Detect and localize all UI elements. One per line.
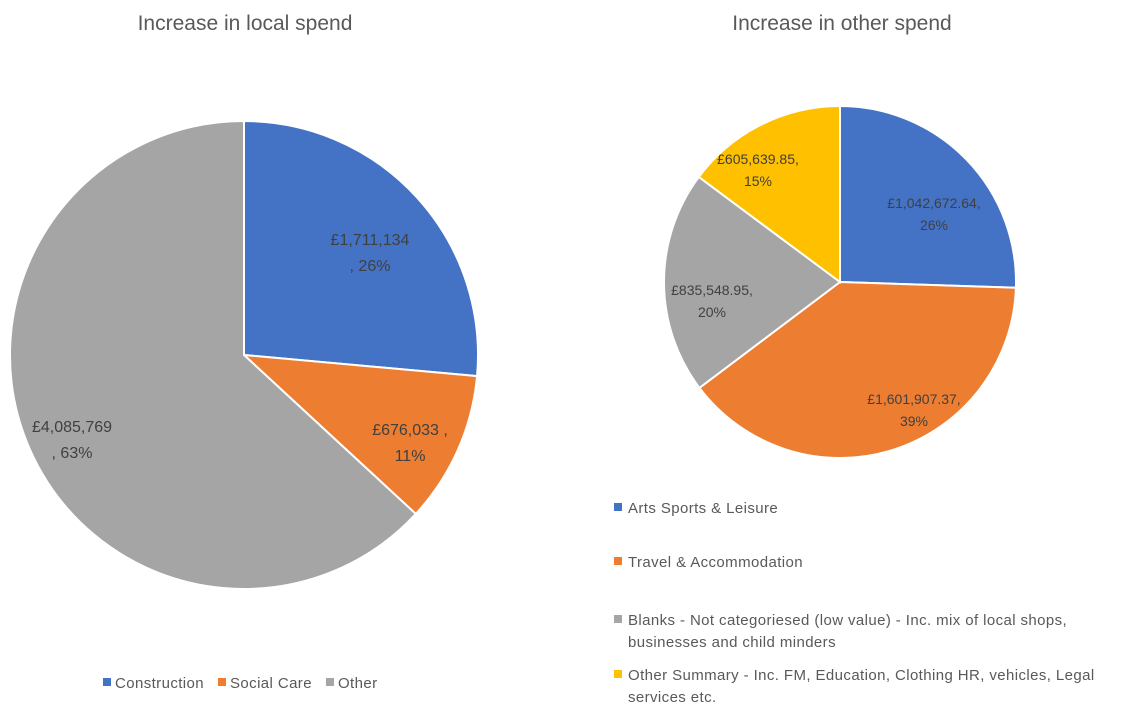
legend-swatch-blanks: [614, 615, 622, 623]
data-label-other: £4,085,769, 63%: [32, 419, 112, 462]
pie-slice-arts-sports-leisure: [839, 104, 1017, 289]
legend-label-construction: Construction: [115, 675, 204, 692]
legend-swatch-travel-accommodation: [614, 557, 622, 565]
local-spend-legend: Construction Social Care Other: [103, 675, 377, 692]
data-label-blanks: £835,548.95, 20%: [671, 282, 753, 320]
data-label-other-summary: £605,639.85, 15%: [717, 151, 799, 189]
other-spend-pie: £1,042,672.64, 26% £1,601,907.37, 39% £835,5…: [663, 104, 1017, 460]
legend-swatch-other-summary: [614, 670, 622, 678]
pie-slice-blanks: [663, 175, 842, 390]
legend-swatch-other: [325, 678, 334, 686]
local-spend-chart-title: Increase in local spend: [138, 12, 353, 35]
pie-slice-other-summary: [697, 104, 841, 284]
legend-label-other: Other: [338, 675, 378, 692]
data-label-social-care: £676,033 , 11%: [372, 422, 448, 465]
other-spend-legend: Arts Sports & Leisure Travel & Accommodat…: [614, 500, 1095, 702]
legend-swatch-arts-sports-leisure: [614, 503, 622, 511]
legend-label-blanks: Blanks - Not categoriesed (low value) - …: [628, 612, 1067, 651]
legend-label-travel-accommodation: Travel & Accommodation: [628, 554, 803, 571]
pie-slice-construction: [243, 119, 479, 378]
data-label-construction: £1,711,134, 26%: [331, 232, 410, 275]
data-label-travel-accommodation: £1,601,907.37, 39%: [867, 391, 960, 429]
pie-slice-social-care: [241, 353, 479, 516]
legend-label-social-care: Social Care: [230, 675, 312, 692]
legend-label-arts-sports-leisure: Arts Sports & Leisure: [628, 500, 778, 517]
legend-label-other-summary: Other Summary - Inc. FM, Education, Clot…: [628, 667, 1095, 702]
other-spend-chart-title: Increase in other spend: [732, 12, 951, 35]
local-spend-pie: £1,711,134, 26% £676,033 , 11% £4,085,769, …: [9, 119, 479, 590]
pie-slice-travel-accommodation: [698, 280, 1017, 460]
legend-swatch-construction: [103, 678, 111, 686]
legend-swatch-social-care: [218, 678, 227, 686]
pie-slice-other: [9, 119, 418, 590]
data-label-arts-sports-leisure: £1,042,672.64, 26%: [887, 195, 980, 233]
